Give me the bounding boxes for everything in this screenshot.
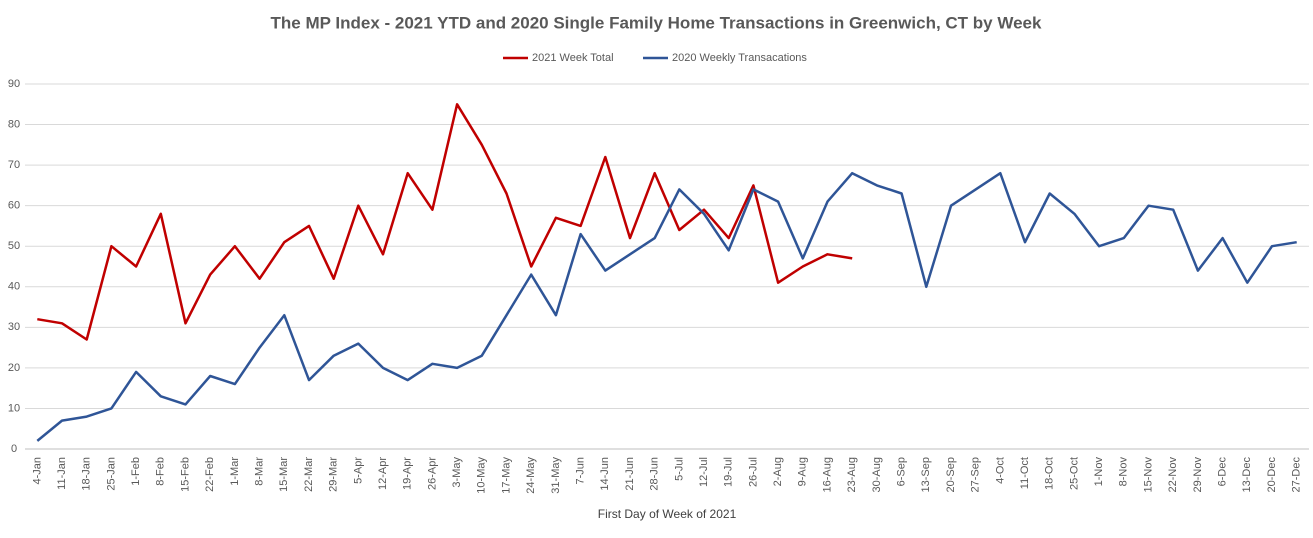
y-tick-label: 90 [8, 78, 20, 90]
x-tick-label: 18-Jan [81, 457, 93, 491]
y-tick-label: 0 [11, 443, 17, 455]
y-tick-label: 60 [8, 200, 20, 212]
x-tick-label: 25-Oct [1068, 457, 1080, 490]
x-tick-label: 13-Dec [1241, 457, 1253, 493]
x-tick-label: 19-Apr [402, 457, 414, 490]
y-tick-label: 30 [8, 321, 20, 333]
x-tick-label: 10-May [476, 457, 488, 494]
x-tick-label: 15-Nov [1142, 457, 1154, 493]
x-tick-label: 5-Apr [352, 457, 364, 484]
series-line [36, 171, 1297, 442]
x-tick-label: 8-Mar [253, 457, 265, 486]
x-tick-label: 19-Jul [723, 457, 735, 487]
x-tick-label: 2-Aug [772, 457, 784, 486]
x-tick-label: 17-May [500, 457, 512, 494]
x-tick-label: 18-Oct [1044, 457, 1056, 490]
x-tick-label: 25-Jan [105, 457, 117, 491]
x-tick-label: 20-Dec [1266, 457, 1278, 493]
x-tick-label: 15-Feb [179, 457, 191, 492]
x-tick-label: 1-Nov [1093, 457, 1105, 487]
x-tick-label: 11-Jan [56, 457, 68, 490]
x-tick-label: 6-Dec [1216, 457, 1228, 487]
x-tick-label: 11-Oct [1019, 457, 1031, 489]
y-tick-label: 80 [8, 118, 20, 130]
x-tick-label: 22-Mar [303, 457, 315, 492]
x-tick-label: 30-Aug [871, 457, 883, 492]
chart-title: The MP Index - 2021 YTD and 2020 Single … [271, 13, 1042, 32]
x-tick-label: 8-Nov [1118, 457, 1130, 487]
x-tick-label: 6-Sep [895, 457, 907, 486]
x-tick-label: 29-Mar [328, 457, 340, 492]
x-tick-label: 12-Jul [698, 457, 710, 487]
legend-label: 2020 Weekly Transacations [672, 52, 807, 64]
x-tick-label: 22-Feb [204, 457, 216, 492]
y-tick-label: 10 [8, 402, 20, 414]
x-tick-label: 24-May [525, 457, 537, 494]
x-tick-label: 26-Jul [747, 457, 759, 487]
x-tick-label: 16-Aug [821, 457, 833, 492]
x-tick-label: 15-Mar [278, 457, 290, 492]
x-tick-label: 9-Aug [797, 457, 809, 486]
y-tick-label: 70 [8, 159, 20, 171]
x-tick-label: 27-Sep [970, 457, 982, 492]
legend-label: 2021 Week Total [532, 52, 614, 64]
x-tick-label: 23-Aug [846, 457, 858, 492]
x-tick-label: 4-Jan [31, 457, 43, 485]
y-tick-label: 20 [8, 362, 20, 374]
x-tick-label: 5-Jul [673, 457, 685, 481]
x-tick-label: 1-Mar [229, 457, 241, 486]
x-tick-label: 21-Jun [624, 457, 636, 491]
x-tick-label: 20-Sep [945, 457, 957, 492]
y-tick-label: 50 [8, 240, 20, 252]
x-tick-label: 26-Apr [426, 457, 438, 490]
x-tick-label: 28-Jun [649, 457, 661, 491]
x-tick-label: 4-Oct [994, 457, 1006, 484]
x-tick-label: 27-Dec [1291, 457, 1303, 493]
x-tick-label: 1-Feb [130, 457, 142, 486]
x-tick-label: 29-Nov [1192, 457, 1204, 493]
x-tick-label: 7-Jun [574, 457, 586, 485]
series-line [37, 103, 853, 341]
y-tick-label: 40 [8, 281, 20, 293]
x-axis-title: First Day of Week of 2021 [598, 507, 737, 521]
x-tick-label: 14-Jun [599, 457, 611, 491]
x-tick-label: 8-Feb [155, 457, 167, 486]
x-tick-label: 12-Apr [377, 457, 389, 490]
x-tick-label: 3-May [451, 457, 463, 488]
x-tick-label: 31-May [550, 457, 562, 494]
x-tick-label: 22-Nov [1167, 457, 1179, 493]
x-tick-label: 13-Sep [920, 457, 932, 492]
